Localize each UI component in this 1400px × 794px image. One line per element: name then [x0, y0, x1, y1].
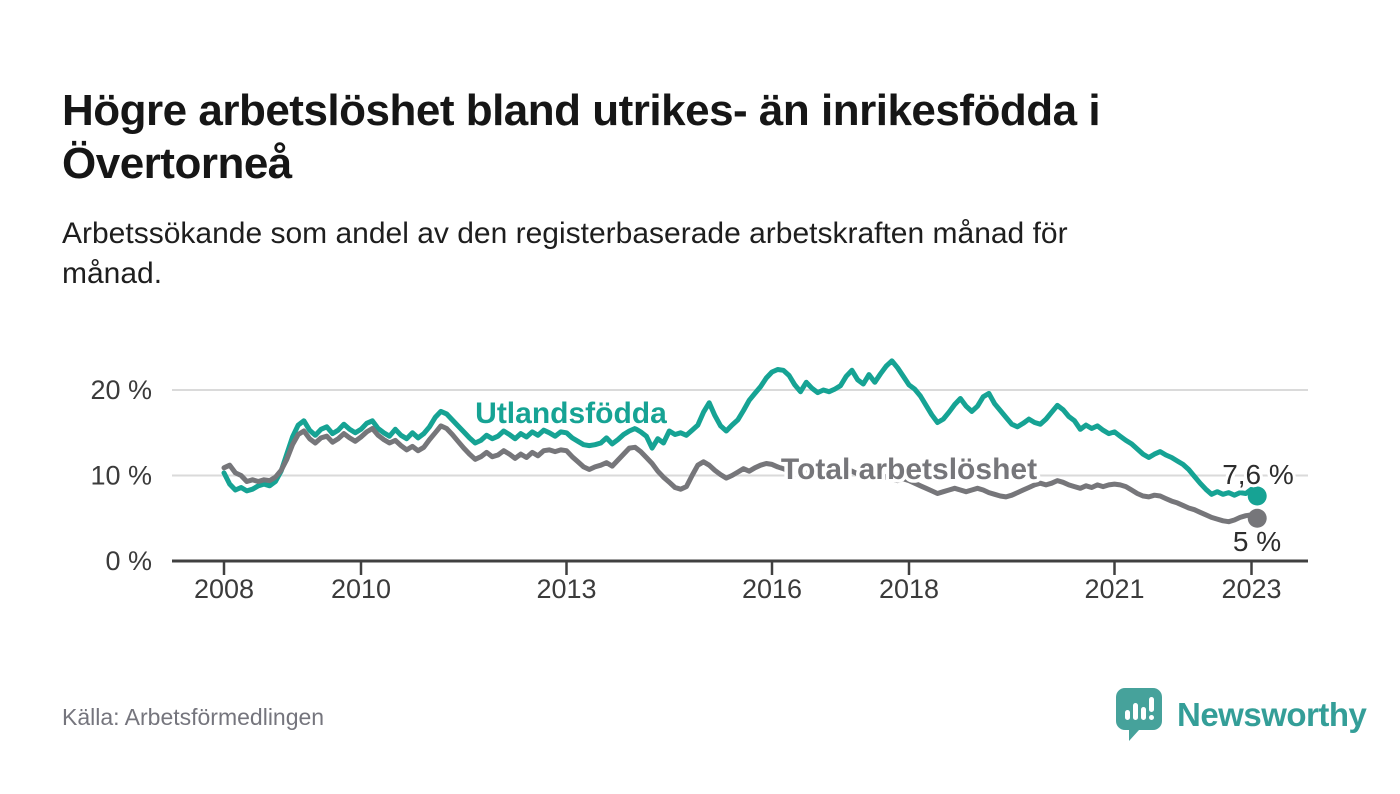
- logo-bar-tall: [1133, 703, 1138, 720]
- newsworthy-logo-icon: [1116, 688, 1162, 741]
- x-tick-label-2016: 2016: [742, 574, 802, 604]
- newsworthy-brand: Newsworthy: [1113, 686, 1367, 744]
- logo-exclamation-stem: [1149, 697, 1154, 712]
- x-tick-label-2021: 2021: [1084, 574, 1144, 604]
- logo-bubble-shape: [1116, 688, 1162, 741]
- x-tick-label-2023: 2023: [1221, 574, 1281, 604]
- x-tick-label-2013: 2013: [536, 574, 596, 604]
- source-caption: Källa: Arbetsförmedlingen: [62, 704, 325, 730]
- end-value-label-0: 7,6 %: [1222, 459, 1294, 490]
- series-line-1: [221, 423, 1260, 525]
- end-value-label-1: 5 %: [1233, 526, 1281, 557]
- series-label-1: Total arbetslöshet: [781, 453, 1037, 486]
- newsworthy-wordmark: Newsworthy: [1177, 696, 1367, 733]
- series-label-0: Utlandsfödda: [475, 397, 667, 430]
- logo-bar-medium: [1141, 707, 1146, 720]
- series-line-0: [221, 358, 1260, 499]
- x-tick-label-2010: 2010: [331, 574, 391, 604]
- x-tick-label-2008: 2008: [194, 574, 254, 604]
- y-tick-label-0: 0 %: [105, 546, 152, 576]
- logo-bar-short: [1125, 710, 1130, 720]
- page-title: Högre arbetslöshet bland utrikes- än inr…: [62, 85, 1362, 190]
- page-subtitle-line-2: månad.: [62, 256, 163, 290]
- page-title-line-2: Övertorneå: [62, 138, 292, 188]
- series-end-dot-0: [1247, 486, 1267, 506]
- series-end-dot-1: [1247, 508, 1267, 528]
- page-title-line-1: Högre arbetslöshet bland utrikes- än inr…: [62, 86, 1101, 136]
- y-tick-label-20: 20 %: [90, 375, 152, 405]
- x-tick-label-2018: 2018: [879, 574, 939, 604]
- page-subtitle: Arbetssökande som andel av den registerb…: [62, 214, 1362, 294]
- y-tick-label-10: 10 %: [90, 461, 152, 491]
- page-subtitle-line-1: Arbetssökande som andel av den registerb…: [62, 217, 1068, 250]
- logo-exclamation-dot: [1149, 715, 1154, 720]
